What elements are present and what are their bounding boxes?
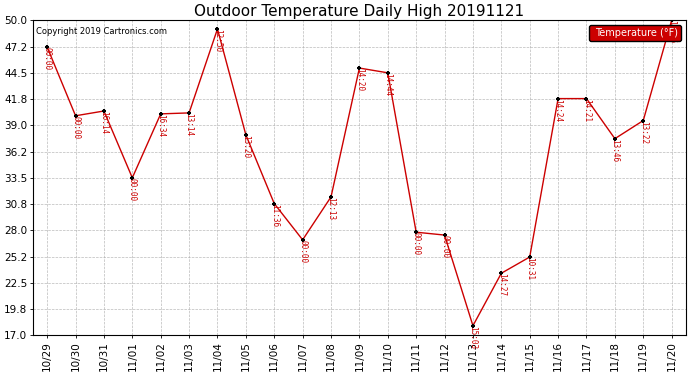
Point (411, 229, 422, 235)
Point (155, 111, 166, 117)
Text: 00:00: 00:00 (298, 240, 307, 263)
Point (297, 237, 308, 243)
Text: 00:00: 00:00 (43, 47, 52, 70)
Point (41, 44, 52, 50)
Text: 00:00: 00:00 (440, 235, 449, 258)
Point (240, 132, 251, 138)
Text: 14:27: 14:27 (497, 273, 506, 296)
Point (382, 70, 393, 76)
Point (666, 17, 677, 23)
Point (439, 232, 450, 238)
Text: 10:31: 10:31 (525, 257, 534, 280)
Text: 16:34: 16:34 (156, 114, 165, 137)
Text: 12:50: 12:50 (213, 29, 222, 52)
Text: 14:20: 14:20 (355, 68, 364, 91)
Point (127, 175, 138, 181)
Text: 00:00: 00:00 (128, 178, 137, 201)
Text: 13:14: 13:14 (185, 113, 194, 136)
Point (212, 26, 223, 32)
Text: 15:03: 15:03 (469, 326, 477, 349)
Text: 11:46: 11:46 (667, 20, 676, 44)
Point (326, 194, 337, 200)
Text: 13:46: 13:46 (611, 139, 620, 162)
Point (354, 65, 365, 71)
Point (184, 110, 195, 116)
Title: Outdoor Temperature Daily High 20191121: Outdoor Temperature Daily High 20191121 (195, 4, 524, 19)
Text: 00:00: 00:00 (71, 116, 80, 139)
Point (70, 113, 81, 119)
Legend: Temperature (°F): Temperature (°F) (589, 25, 681, 41)
Point (496, 270, 507, 276)
Text: 13:22: 13:22 (639, 120, 648, 144)
Point (581, 96, 592, 102)
Text: 16:14: 16:14 (99, 111, 108, 134)
Point (524, 254, 535, 260)
Text: 11:36: 11:36 (270, 204, 279, 227)
Point (609, 136, 620, 142)
Text: 14:21: 14:21 (582, 99, 591, 122)
Point (553, 96, 564, 102)
Text: 12:13: 12:13 (326, 197, 335, 220)
Point (268, 201, 279, 207)
Point (99, 108, 110, 114)
Point (467, 323, 478, 329)
Text: 14:24: 14:24 (553, 99, 562, 122)
Text: Copyright 2019 Cartronics.com: Copyright 2019 Cartronics.com (37, 27, 167, 36)
Text: 14:44: 14:44 (383, 73, 393, 96)
Text: 00:00: 00:00 (412, 232, 421, 255)
Point (638, 117, 649, 123)
Text: 13:20: 13:20 (241, 135, 250, 158)
